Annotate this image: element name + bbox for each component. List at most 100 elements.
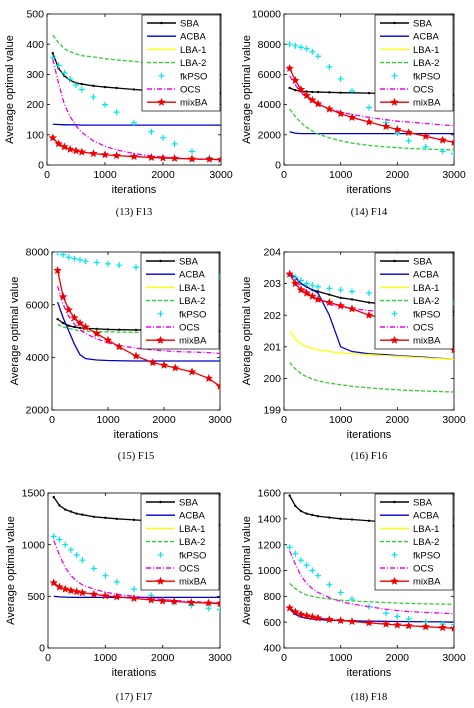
- data-point-mixba: [49, 578, 58, 587]
- data-point-fkpso: [71, 255, 78, 262]
- data-point-fkpso: [309, 567, 316, 574]
- data-point-mixba: [187, 154, 197, 163]
- data-point-mixba: [72, 587, 81, 596]
- data-point-fkpso: [65, 254, 72, 261]
- data-point-mixba: [75, 318, 85, 327]
- data-point-fkpso: [148, 128, 155, 135]
- y-tick-label: 1600: [258, 488, 282, 500]
- data-point-mixba: [215, 381, 220, 390]
- legend-label: OCS: [413, 323, 434, 334]
- data-point-fkpso: [78, 86, 85, 93]
- data-point-mixba: [158, 596, 167, 605]
- data-point-fkpso: [113, 578, 120, 585]
- legend-marker-mixba: [390, 576, 399, 585]
- data-point-mixba: [438, 623, 447, 632]
- data-point-mixba: [313, 295, 323, 303]
- data-point-fkpso: [405, 615, 412, 622]
- series-group: [53, 252, 220, 390]
- data-point-fkpso: [61, 69, 68, 76]
- y-axis-label: Average optimal value: [9, 277, 21, 386]
- data-point-mixba: [421, 131, 430, 140]
- legend-label: fkPSO: [179, 309, 206, 320]
- data-point-mixba: [438, 135, 447, 144]
- legend-marker-mixba: [390, 335, 399, 344]
- data-point-sba: [339, 296, 342, 300]
- data-point-mixba: [347, 113, 357, 121]
- data-point-fkpso: [67, 546, 74, 553]
- data-point-sba: [67, 324, 71, 327]
- data-point-mixba: [285, 63, 294, 72]
- y-tick-label: 600: [263, 617, 281, 629]
- data-point-mixba: [308, 291, 317, 300]
- data-point-fkpso: [218, 157, 221, 164]
- data-point-sba: [367, 91, 371, 95]
- legend-label: fkPSO: [413, 550, 440, 561]
- series-line-acba: [53, 595, 220, 599]
- y-tick-label: 100: [26, 129, 44, 141]
- data-point-sba: [367, 301, 371, 304]
- data-point-fkpso: [60, 252, 67, 258]
- data-point-fkpso: [326, 581, 333, 588]
- data-point-mixba: [291, 279, 300, 288]
- data-point-sba: [115, 517, 119, 521]
- legend-marker-fkpso: [391, 72, 398, 79]
- legend-label: LBA-2: [413, 537, 439, 548]
- data-point-fkpso: [50, 533, 57, 540]
- chart-panel: 0 1000 2000 3000 400 600 800 1000 1200 1400 1600 it…: [241, 488, 466, 703]
- y-tick-label: 6000: [26, 299, 50, 311]
- x-tick-label: 2000: [386, 414, 410, 426]
- x-tick-label: 0: [281, 414, 287, 426]
- series-line-lba-2: [289, 108, 454, 151]
- data-point-sba: [294, 89, 297, 92]
- data-point-fkpso: [309, 282, 316, 289]
- data-point-fkpso: [133, 264, 139, 271]
- data-point-mixba: [61, 584, 70, 593]
- data-point-mixba: [129, 152, 139, 161]
- data-point-fkpso: [56, 536, 63, 543]
- y-axis-label: Average optimal value: [241, 35, 253, 144]
- x-tick-label: 0: [49, 414, 55, 426]
- data-point-mixba: [291, 76, 300, 84]
- legend-label: mixBA: [413, 98, 441, 109]
- x-tick-label: 3000: [442, 652, 466, 664]
- legend-label: LBA-1: [179, 283, 205, 294]
- data-point-fkpso: [90, 94, 97, 101]
- legend: SBA ACBA LBA-1 LBA-2 fkPSO OCS mixBA: [374, 493, 454, 591]
- x-tick-label: 2000: [151, 652, 175, 664]
- legend-label: mixBA: [179, 336, 207, 347]
- y-tick-label: 8000: [258, 39, 282, 51]
- data-point-mixba: [421, 622, 430, 631]
- legend-label: OCS: [180, 85, 201, 96]
- panel-caption: (17) F17: [116, 692, 152, 703]
- x-tick-label: 2000: [151, 169, 175, 181]
- chart-panel: 0 1000 2000 3000 0 2000 4000 6000 8000 10000 itera…: [241, 9, 466, 218]
- legend-label: ACBA: [179, 270, 206, 281]
- legend-label: LBA-2: [180, 58, 206, 69]
- y-tick-label: 202: [263, 310, 281, 322]
- data-point-fkpso: [383, 610, 389, 617]
- data-point-mixba: [364, 310, 374, 319]
- data-point-mixba: [381, 619, 391, 628]
- y-tick-label: 1500: [22, 488, 46, 500]
- chart-panel: 0 1000 2000 3000 2000 4000 6000 8000 iterations A…: [9, 247, 232, 462]
- legend-label: ACBA: [413, 32, 440, 43]
- legend: SBA ACBA LBA-1 LBA-2 fkPSO OCS mixBA: [140, 252, 220, 350]
- data-point-sba: [106, 328, 110, 331]
- x-tick-label: 1000: [94, 652, 118, 664]
- data-point-mixba: [313, 99, 323, 108]
- data-point-fkpso: [315, 53, 321, 60]
- x-tick-label: 0: [45, 652, 51, 664]
- data-point-mixba: [215, 599, 220, 608]
- data-point-sba: [350, 518, 354, 521]
- data-point-sba: [367, 519, 371, 522]
- data-point-mixba: [302, 288, 311, 297]
- data-point-mixba: [216, 155, 221, 164]
- data-point-sba: [81, 513, 84, 516]
- legend-label: LBA-1: [413, 524, 439, 535]
- x-tick-label: 1000: [329, 169, 353, 181]
- y-axis-label: Average optimal value: [241, 277, 253, 386]
- data-point-mixba: [364, 117, 374, 126]
- x-tick-label: 0: [281, 652, 287, 664]
- series-line-lba-2: [289, 362, 454, 393]
- legend-label: LBA-2: [179, 296, 205, 307]
